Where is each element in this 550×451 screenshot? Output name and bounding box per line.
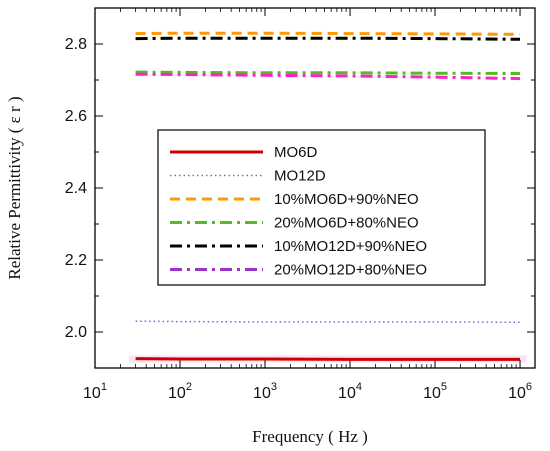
legend-box: [157, 129, 486, 286]
x-tick-label: 106: [508, 381, 532, 402]
x-tick-label: 103: [253, 381, 277, 402]
y-axis-title: Relative Permittivity ( ε r ): [5, 96, 24, 279]
series-line-2: [135, 320, 521, 324]
series-line-1: [135, 357, 520, 361]
x-tick-label: 102: [168, 381, 192, 402]
y-tick-label: 2.0: [65, 324, 87, 341]
x-tick-label: 104: [338, 381, 362, 402]
series-line-3: [135, 31, 521, 36]
y-tick-label: 2.2: [65, 252, 87, 269]
x-tick-label: 101: [83, 381, 107, 402]
series-line-5: [135, 36, 521, 41]
series-line-6: [135, 72, 521, 81]
legend-label: MO12D: [274, 168, 326, 185]
x-tick-label: 105: [423, 381, 447, 402]
y-tick-label: 2.8: [65, 36, 87, 53]
y-tick-label: 2.6: [65, 108, 87, 125]
legend-label: 20%MO6D+80%NEO: [274, 215, 419, 232]
legend-label: MO6D: [274, 144, 318, 161]
legend-label: 10%MO6D+90%NEO: [274, 191, 419, 208]
legend-label: 10%MO12D+90%NEO: [274, 238, 427, 255]
x-axis-title: Frequency ( Hz ): [252, 427, 368, 446]
plot-frame: [94, 7, 536, 369]
legend-label: 20%MO12D+80%NEO: [274, 262, 427, 279]
y-tick-label: 2.4: [65, 180, 87, 197]
legend: MO6D MO12D 10%MO6D+90%NEO 20%MO6D+80%NEO 10%…: [157, 129, 486, 286]
